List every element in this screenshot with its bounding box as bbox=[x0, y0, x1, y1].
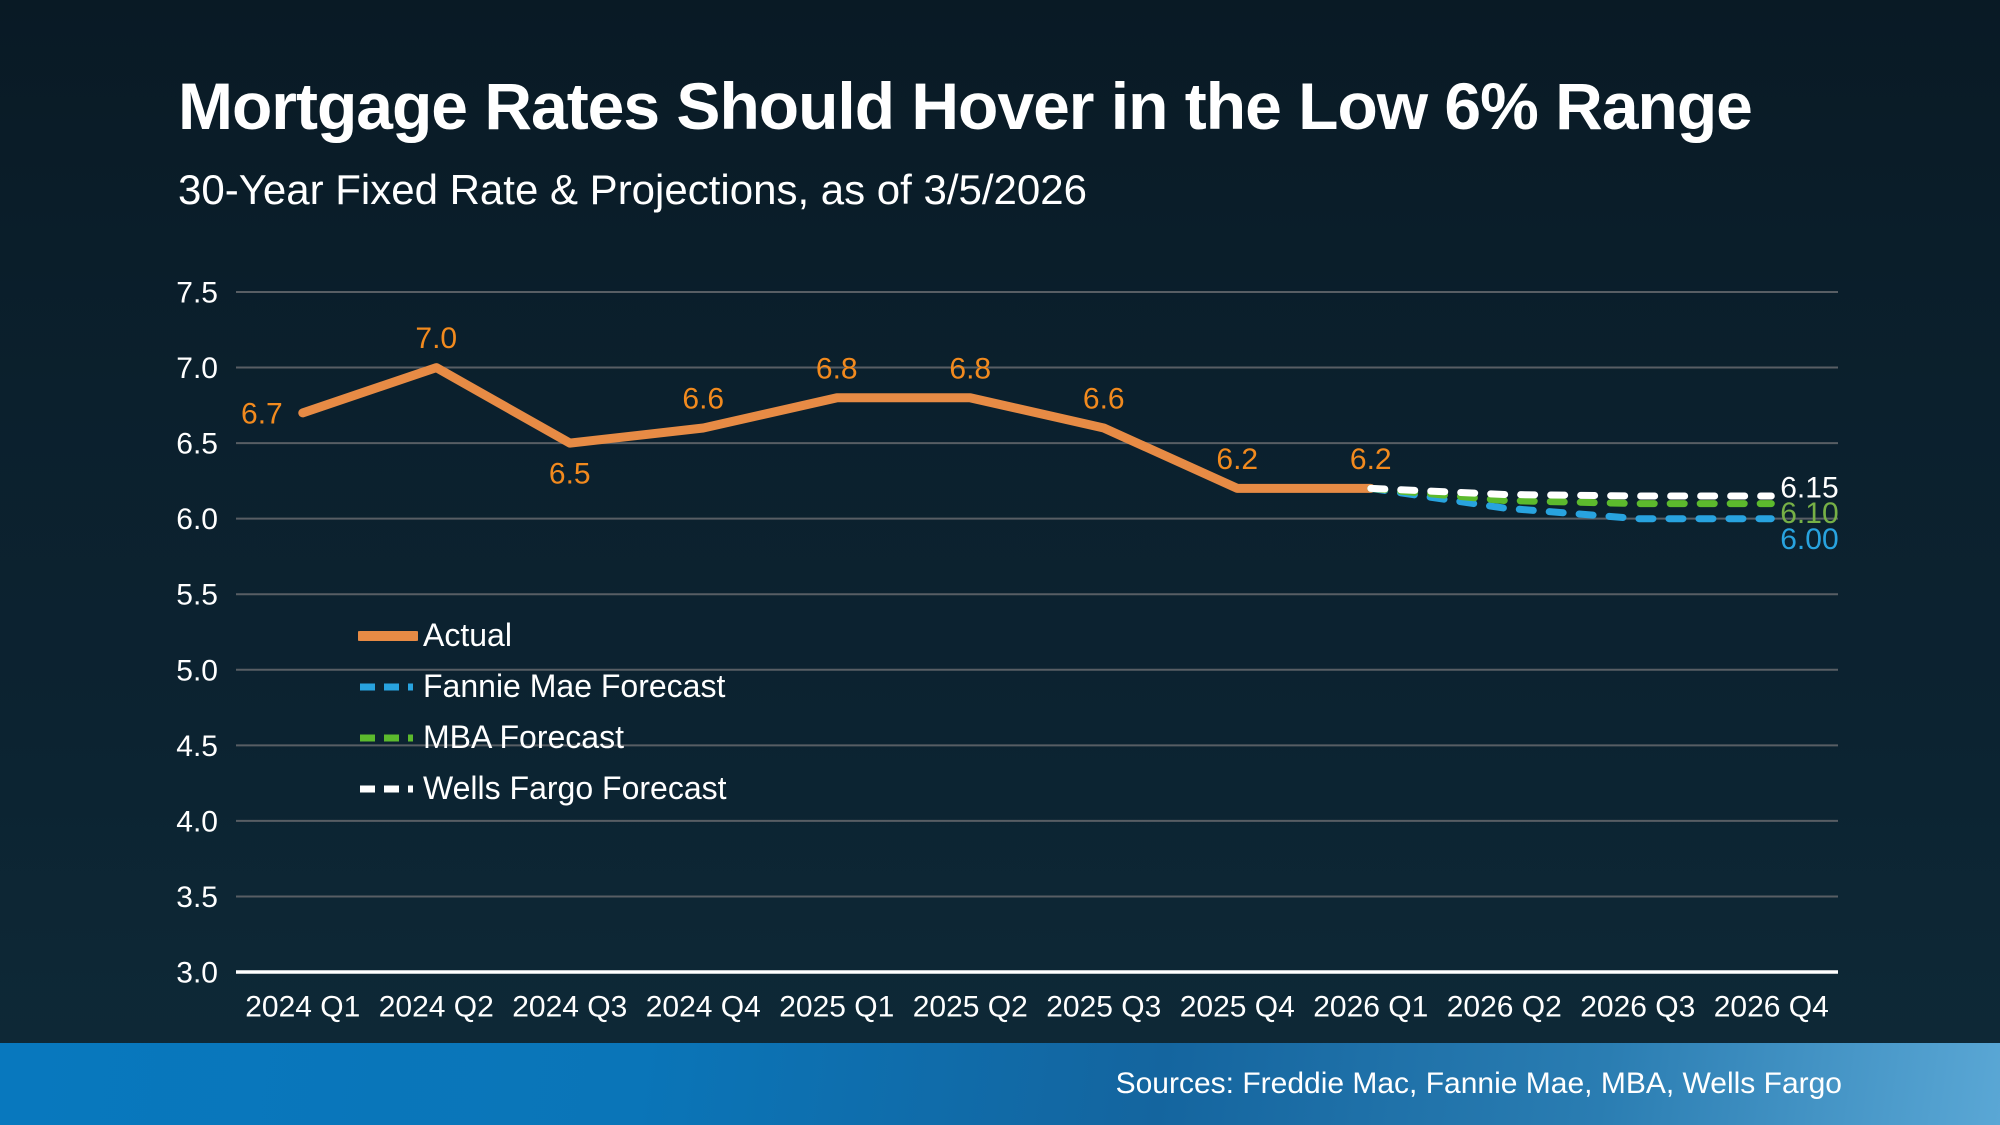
data-label: 6.5 bbox=[549, 458, 591, 491]
legend-line-sample-wells-fargo-forecast bbox=[360, 785, 416, 792]
y-tick-label: 7.5 bbox=[176, 277, 218, 310]
legend-label-fannie-mae-forecast: Fannie Mae Forecast bbox=[423, 668, 726, 704]
x-tick-label: 2026 Q3 bbox=[1580, 991, 1695, 1024]
x-tick-label: 2026 Q1 bbox=[1313, 991, 1428, 1024]
legend-line-sample-fannie-mae-forecast bbox=[360, 683, 416, 690]
slide-subtitle: 30-Year Fixed Rate & Projections, as of … bbox=[178, 166, 1087, 213]
data-label: 6.8 bbox=[816, 352, 858, 385]
legend-item-wells-fargo-forecast: Wells Fargo Forecast bbox=[358, 763, 727, 814]
x-tick-label: 2025 Q4 bbox=[1180, 991, 1295, 1024]
x-tick-label: 2026 Q2 bbox=[1447, 991, 1562, 1024]
slide-title: Mortgage Rates Should Hover in the Low 6… bbox=[178, 69, 1753, 143]
x-tick-label: 2024 Q2 bbox=[379, 991, 494, 1024]
end-label-wells-fargo-forecast: 6.15 bbox=[1780, 472, 1838, 505]
legend-item-actual: Actual bbox=[358, 610, 727, 661]
legend-label-mba-forecast: MBA Forecast bbox=[423, 719, 624, 755]
y-tick-label: 4.5 bbox=[176, 730, 218, 763]
x-tick-label: 2025 Q2 bbox=[913, 991, 1028, 1024]
legend-item-mba-forecast: MBA Forecast bbox=[358, 712, 727, 763]
x-tick-label: 2024 Q4 bbox=[646, 991, 761, 1024]
x-tick-label: 2024 Q1 bbox=[245, 991, 360, 1024]
y-tick-label: 3.5 bbox=[176, 881, 218, 914]
data-label: 6.2 bbox=[1350, 443, 1392, 476]
series-line-actual bbox=[298, 363, 1376, 493]
y-tick-label: 3.0 bbox=[176, 957, 218, 990]
sources-text: Sources: Freddie Mac, Fannie Mae, MBA, W… bbox=[1115, 1067, 1842, 1100]
y-tick-label: 4.0 bbox=[176, 805, 218, 838]
data-label: 6.6 bbox=[1083, 383, 1125, 416]
y-tick-label: 6.5 bbox=[176, 428, 218, 461]
series-line-wells-fargo-forecast bbox=[1367, 484, 1775, 500]
legend-item-fannie-mae-forecast: Fannie Mae Forecast bbox=[358, 661, 727, 712]
y-tick-label: 5.0 bbox=[176, 654, 218, 687]
chart-legend: Actual Fannie Mae Forecast MBA Forecast Wel… bbox=[358, 610, 727, 814]
data-label: 6.6 bbox=[682, 383, 724, 416]
y-tick-label: 6.0 bbox=[176, 503, 218, 536]
end-label-mba-forecast: 6.10 bbox=[1780, 497, 1838, 530]
footer-bar: Sources: Freddie Mac, Fannie Mae, MBA, W… bbox=[0, 1043, 2000, 1125]
series-line-fannie-mae-forecast bbox=[1367, 484, 1775, 523]
data-label: 7.0 bbox=[415, 322, 457, 355]
x-tick-label: 2025 Q3 bbox=[1046, 991, 1161, 1024]
legend-line-sample-actual bbox=[358, 630, 418, 641]
x-tick-label: 2024 Q3 bbox=[512, 991, 627, 1024]
legend-label-wells-fargo-forecast: Wells Fargo Forecast bbox=[423, 770, 727, 806]
data-label: 6.8 bbox=[949, 352, 991, 385]
y-tick-label: 7.0 bbox=[176, 352, 218, 385]
x-tick-label: 2026 Q4 bbox=[1714, 991, 1829, 1024]
y-tick-label: 5.5 bbox=[176, 579, 218, 612]
x-tick-label: 2025 Q1 bbox=[779, 991, 894, 1024]
legend-line-sample-mba-forecast bbox=[360, 734, 416, 741]
legend-label-actual: Actual bbox=[423, 617, 512, 653]
end-label-fannie-mae-forecast: 6.00 bbox=[1780, 523, 1838, 556]
data-label: 6.7 bbox=[241, 397, 283, 430]
data-label: 6.2 bbox=[1216, 443, 1258, 476]
